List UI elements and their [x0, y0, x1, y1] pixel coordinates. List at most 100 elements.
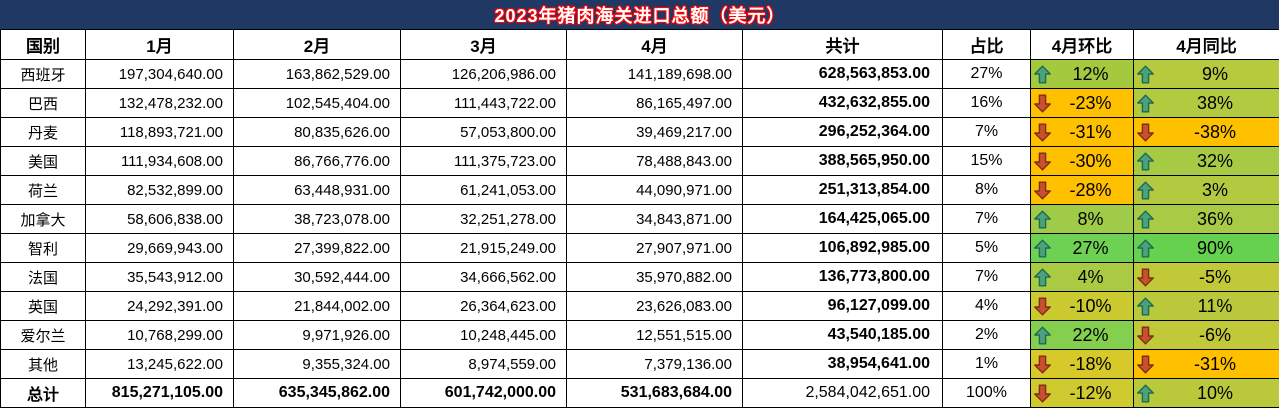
- share-cell[interactable]: 7%: [943, 205, 1031, 234]
- january-cell[interactable]: 10,768,299.00: [86, 321, 234, 350]
- country-cell[interactable]: 爱尔兰: [1, 321, 86, 350]
- april-cell[interactable]: 27,907,971.00: [567, 234, 743, 263]
- february-cell[interactable]: 63,448,931.00: [234, 176, 401, 205]
- country-cell[interactable]: 智利: [1, 234, 86, 263]
- march-cell[interactable]: 32,251,278.00: [401, 205, 567, 234]
- share-cell[interactable]: 15%: [943, 147, 1031, 176]
- total-cell[interactable]: 296,252,364.00: [743, 118, 943, 147]
- yoy-cell[interactable]: 10%: [1134, 379, 1279, 408]
- column-header-share[interactable]: 占比: [943, 30, 1031, 60]
- march-cell[interactable]: 111,375,723.00: [401, 147, 567, 176]
- mom-cell[interactable]: -12%: [1031, 379, 1134, 408]
- column-header-total[interactable]: 共计: [743, 30, 943, 60]
- february-cell[interactable]: 9,971,926.00: [234, 321, 401, 350]
- share-cell[interactable]: 4%: [943, 292, 1031, 321]
- total-cell[interactable]: 164,425,065.00: [743, 205, 943, 234]
- january-cell[interactable]: 815,271,105.00: [86, 379, 234, 408]
- total-cell[interactable]: 38,954,641.00: [743, 350, 943, 379]
- february-cell[interactable]: 30,592,444.00: [234, 263, 401, 292]
- total-cell[interactable]: 388,565,950.00: [743, 147, 943, 176]
- country-cell[interactable]: 法国: [1, 263, 86, 292]
- mom-cell[interactable]: 22%: [1031, 321, 1134, 350]
- april-cell[interactable]: 86,165,497.00: [567, 89, 743, 118]
- country-cell[interactable]: 英国: [1, 292, 86, 321]
- total-cell[interactable]: 251,313,854.00: [743, 176, 943, 205]
- yoy-cell[interactable]: 3%: [1134, 176, 1279, 205]
- yoy-cell[interactable]: -38%: [1134, 118, 1279, 147]
- january-cell[interactable]: 118,893,721.00: [86, 118, 234, 147]
- mom-cell[interactable]: -10%: [1031, 292, 1134, 321]
- february-cell[interactable]: 21,844,002.00: [234, 292, 401, 321]
- column-header-country[interactable]: 国别: [1, 30, 86, 60]
- april-cell[interactable]: 12,551,515.00: [567, 321, 743, 350]
- column-header-january[interactable]: 1月: [86, 30, 234, 60]
- january-cell[interactable]: 24,292,391.00: [86, 292, 234, 321]
- yoy-cell[interactable]: 9%: [1134, 60, 1279, 89]
- april-cell[interactable]: 23,626,083.00: [567, 292, 743, 321]
- march-cell[interactable]: 10,248,445.00: [401, 321, 567, 350]
- share-cell[interactable]: 8%: [943, 176, 1031, 205]
- april-cell[interactable]: 7,379,136.00: [567, 350, 743, 379]
- january-cell[interactable]: 111,934,608.00: [86, 147, 234, 176]
- march-cell[interactable]: 57,053,800.00: [401, 118, 567, 147]
- february-cell[interactable]: 86,766,776.00: [234, 147, 401, 176]
- mom-cell[interactable]: -23%: [1031, 89, 1134, 118]
- share-cell[interactable]: 7%: [943, 263, 1031, 292]
- march-cell[interactable]: 601,742,000.00: [401, 379, 567, 408]
- mom-cell[interactable]: -28%: [1031, 176, 1134, 205]
- total-cell[interactable]: 106,892,985.00: [743, 234, 943, 263]
- total-cell[interactable]: 136,773,800.00: [743, 263, 943, 292]
- yoy-cell[interactable]: -6%: [1134, 321, 1279, 350]
- april-cell[interactable]: 44,090,971.00: [567, 176, 743, 205]
- country-cell[interactable]: 加拿大: [1, 205, 86, 234]
- country-cell[interactable]: 西班牙: [1, 60, 86, 89]
- february-cell[interactable]: 163,862,529.00: [234, 60, 401, 89]
- column-header-april-mom[interactable]: 4月环比: [1031, 30, 1134, 60]
- april-cell[interactable]: 39,469,217.00: [567, 118, 743, 147]
- share-cell[interactable]: 1%: [943, 350, 1031, 379]
- april-cell[interactable]: 35,970,882.00: [567, 263, 743, 292]
- february-cell[interactable]: 38,723,078.00: [234, 205, 401, 234]
- february-cell[interactable]: 9,355,324.00: [234, 350, 401, 379]
- march-cell[interactable]: 34,666,562.00: [401, 263, 567, 292]
- country-cell[interactable]: 丹麦: [1, 118, 86, 147]
- total-cell[interactable]: 96,127,099.00: [743, 292, 943, 321]
- march-cell[interactable]: 126,206,986.00: [401, 60, 567, 89]
- yoy-cell[interactable]: -31%: [1134, 350, 1279, 379]
- share-cell[interactable]: 5%: [943, 234, 1031, 263]
- march-cell[interactable]: 21,915,249.00: [401, 234, 567, 263]
- march-cell[interactable]: 111,443,722.00: [401, 89, 567, 118]
- mom-cell[interactable]: -30%: [1031, 147, 1134, 176]
- february-cell[interactable]: 102,545,404.00: [234, 89, 401, 118]
- mom-cell[interactable]: 4%: [1031, 263, 1134, 292]
- january-cell[interactable]: 82,532,899.00: [86, 176, 234, 205]
- yoy-cell[interactable]: 32%: [1134, 147, 1279, 176]
- february-cell[interactable]: 80,835,626.00: [234, 118, 401, 147]
- february-cell[interactable]: 635,345,862.00: [234, 379, 401, 408]
- country-cell[interactable]: 巴西: [1, 89, 86, 118]
- mom-cell[interactable]: -18%: [1031, 350, 1134, 379]
- april-cell[interactable]: 531,683,684.00: [567, 379, 743, 408]
- share-cell[interactable]: 2%: [943, 321, 1031, 350]
- march-cell[interactable]: 61,241,053.00: [401, 176, 567, 205]
- january-cell[interactable]: 197,304,640.00: [86, 60, 234, 89]
- yoy-cell[interactable]: 11%: [1134, 292, 1279, 321]
- february-cell[interactable]: 27,399,822.00: [234, 234, 401, 263]
- country-cell[interactable]: 荷兰: [1, 176, 86, 205]
- april-cell[interactable]: 34,843,871.00: [567, 205, 743, 234]
- march-cell[interactable]: 26,364,623.00: [401, 292, 567, 321]
- march-cell[interactable]: 8,974,559.00: [401, 350, 567, 379]
- total-cell[interactable]: 628,563,853.00: [743, 60, 943, 89]
- yoy-cell[interactable]: 90%: [1134, 234, 1279, 263]
- column-header-april[interactable]: 4月: [567, 30, 743, 60]
- january-cell[interactable]: 132,478,232.00: [86, 89, 234, 118]
- mom-cell[interactable]: -31%: [1031, 118, 1134, 147]
- total-cell[interactable]: 432,632,855.00: [743, 89, 943, 118]
- yoy-cell[interactable]: 38%: [1134, 89, 1279, 118]
- share-cell[interactable]: 16%: [943, 89, 1031, 118]
- country-cell[interactable]: 其他: [1, 350, 86, 379]
- column-header-march[interactable]: 3月: [401, 30, 567, 60]
- column-header-april-yoy[interactable]: 4月同比: [1134, 30, 1279, 60]
- mom-cell[interactable]: 8%: [1031, 205, 1134, 234]
- april-cell[interactable]: 141,189,698.00: [567, 60, 743, 89]
